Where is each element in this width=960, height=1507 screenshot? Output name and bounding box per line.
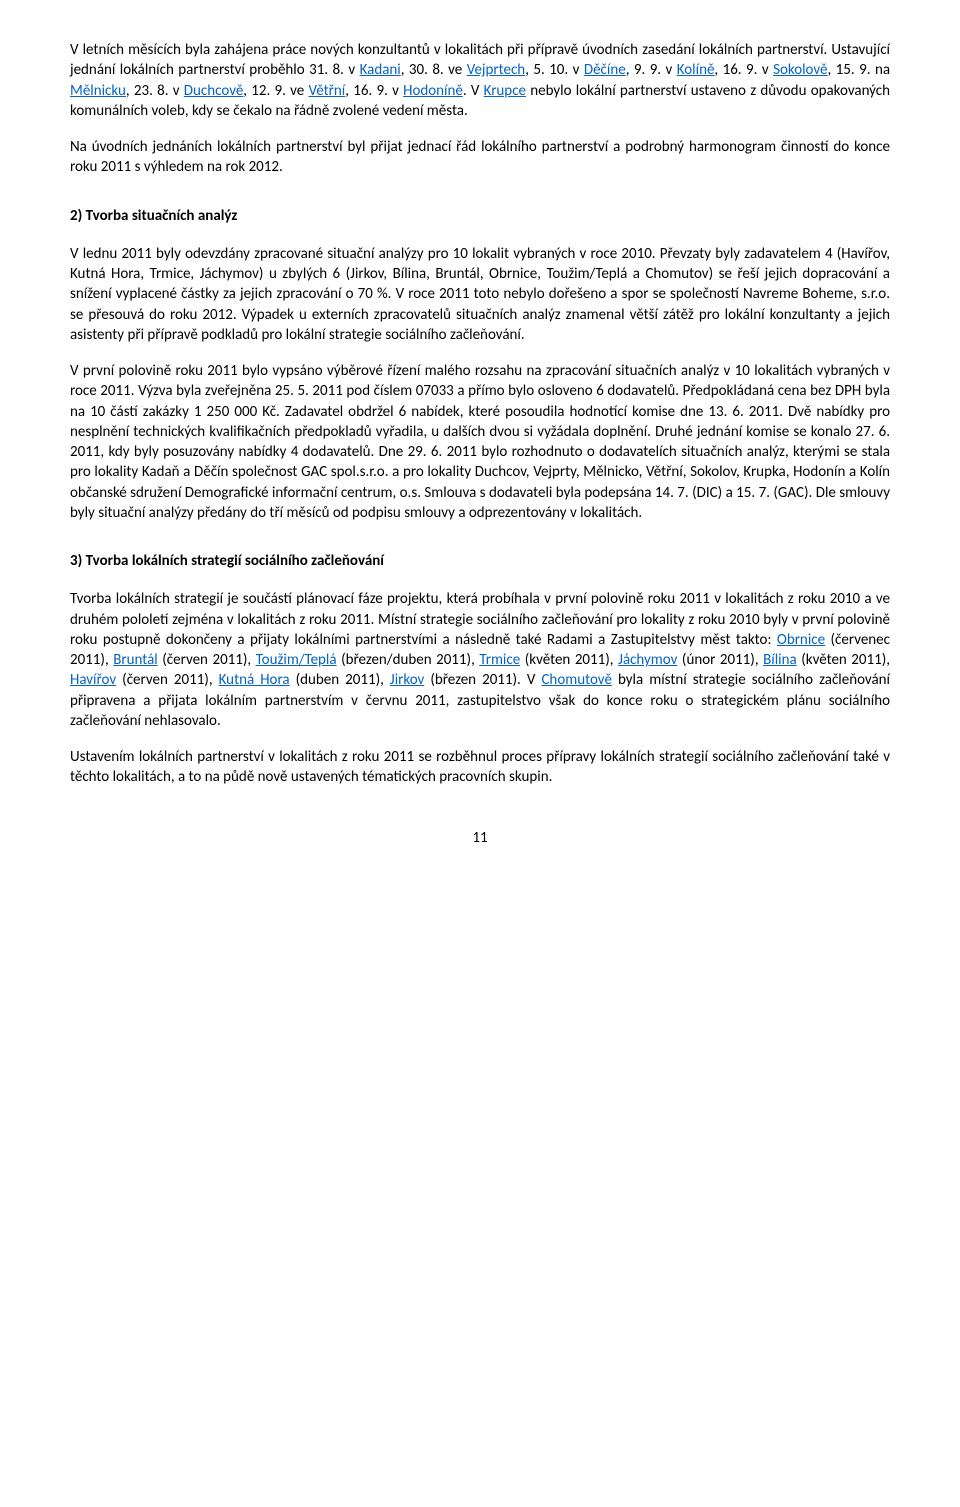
link-koline[interactable]: Kolíně [677, 61, 715, 79]
link-chomutove[interactable]: Chomutově [541, 671, 611, 689]
text: (květen 2011), [520, 651, 618, 669]
link-duchcove[interactable]: Duchcově [184, 82, 244, 100]
text: , 12. 9. ve [243, 82, 308, 100]
text: , 16. 9. v [714, 61, 773, 79]
link-decine[interactable]: Děčíne [584, 61, 626, 79]
link-hodonine[interactable]: Hodoníně [403, 82, 463, 100]
link-bruntal[interactable]: Bruntál [113, 651, 157, 669]
link-trmice[interactable]: Trmice [479, 651, 520, 669]
link-jirkov[interactable]: Jirkov [390, 671, 424, 689]
text: , 30. 8. ve [401, 61, 467, 79]
text: Tvorba lokálních strategií je součástí p… [70, 590, 890, 649]
link-vejprtech[interactable]: Vejprtech [467, 61, 525, 79]
text: (březen 2011). V [424, 671, 541, 689]
link-havirov[interactable]: Havířov [70, 671, 116, 689]
heading-3: 3) Tvorba lokálních strategií sociálního… [70, 551, 890, 571]
paragraph-3: V lednu 2011 byly odevzdány zpracované s… [70, 244, 890, 345]
link-jachymov[interactable]: Jáchymov [618, 651, 677, 669]
paragraph-2: Na úvodních jednáních lokálních partners… [70, 137, 890, 178]
text: (květen 2011), [797, 651, 890, 669]
link-sokolove[interactable]: Sokolově [773, 61, 827, 79]
paragraph-5: Tvorba lokálních strategií je součástí p… [70, 589, 890, 731]
text: . V [463, 82, 484, 100]
text: , 15. 9. na [828, 61, 891, 79]
text: (červen 2011), [158, 651, 256, 669]
text: , 5. 10. v [525, 61, 584, 79]
text: , 9. 9. v [626, 61, 677, 79]
link-kadani[interactable]: Kadani [360, 61, 401, 79]
text: , 16. 9. v [345, 82, 403, 100]
paragraph-6: Ustavením lokálních partnerství v lokali… [70, 747, 890, 788]
link-vetrni[interactable]: Větřní [309, 82, 346, 100]
link-kutna-hora[interactable]: Kutná Hora [219, 671, 290, 689]
link-krupce[interactable]: Krupce [484, 82, 526, 100]
text: , 23. 8. v [126, 82, 184, 100]
link-bilina[interactable]: Bílina [763, 651, 797, 669]
link-touzim-tepla[interactable]: Toužim/Teplá [256, 651, 337, 669]
text: (únor 2011), [677, 651, 763, 669]
heading-2: 2) Tvorba situačních analýz [70, 206, 890, 226]
text: (červen 2011), [116, 671, 219, 689]
link-obrnice[interactable]: Obrnice [777, 631, 825, 649]
paragraph-4: V první polovině roku 2011 bylo vypsáno … [70, 361, 890, 523]
text: (březen/duben 2011), [337, 651, 480, 669]
paragraph-1: V letních měsících byla zahájena práce n… [70, 40, 890, 121]
page-number: 11 [70, 828, 890, 848]
text: (duben 2011), [290, 671, 390, 689]
link-melnicku[interactable]: Mělnicku [70, 82, 126, 100]
